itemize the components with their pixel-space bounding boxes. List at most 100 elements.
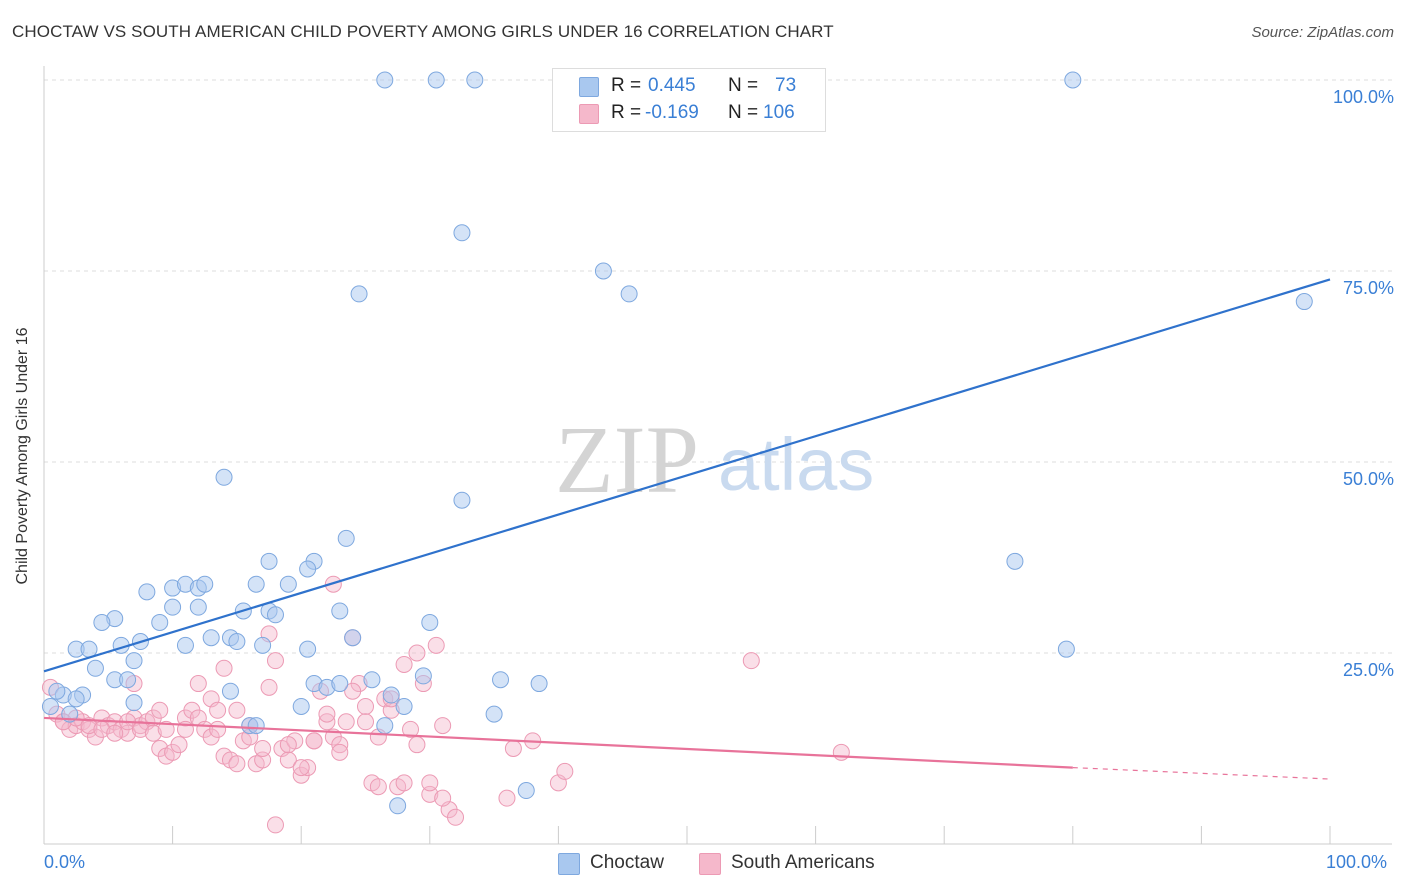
- choctaw-trendline: [43, 278, 1331, 673]
- choctaw-point: [189, 598, 207, 616]
- south-americans-point: [556, 762, 574, 780]
- choctaw-point: [125, 652, 143, 670]
- trendlines: [43, 278, 1331, 780]
- south-americans-point: [421, 774, 439, 792]
- choctaw-point: [67, 690, 85, 708]
- choctaw-point: [125, 694, 143, 712]
- chart-title: CHOCTAW VS SOUTH AMERICAN CHILD POVERTY …: [12, 22, 834, 41]
- south-americans-point: [131, 720, 149, 738]
- choctaw-point: [1006, 552, 1024, 570]
- south-americans-point: [209, 701, 227, 719]
- choctaw-point: [453, 224, 471, 242]
- south-americans-point: [427, 636, 445, 654]
- choctaw-point: [196, 575, 214, 593]
- choctaw-point: [119, 671, 137, 689]
- south-americans-point: [395, 774, 413, 792]
- south-americans-point: [742, 652, 760, 670]
- x-tick-label: 100.0%: [1326, 852, 1388, 872]
- south-americans-trendline-extension: [1072, 767, 1331, 780]
- choctaw-point: [228, 633, 246, 651]
- choctaw-point: [453, 491, 471, 509]
- choctaw-point: [41, 697, 59, 715]
- south-americans-point: [504, 740, 522, 757]
- south-americans-point: [331, 743, 349, 761]
- south-americans-point: [402, 720, 420, 738]
- choctaw-point: [344, 629, 362, 647]
- choctaw-point: [48, 682, 66, 700]
- choctaw-swatch: [558, 853, 580, 875]
- south-americans-point: [369, 778, 387, 796]
- south-americans-point: [254, 740, 272, 757]
- south-americans-point: [357, 713, 374, 731]
- choctaw-point: [620, 285, 638, 303]
- south-americans-point: [151, 701, 169, 719]
- south-americans-point: [144, 724, 162, 742]
- choctaw-point: [215, 468, 233, 486]
- south-americans-point: [106, 724, 124, 742]
- choctaw-point: [151, 613, 169, 631]
- choctaw-point: [376, 71, 394, 89]
- choctaw-point: [517, 782, 535, 800]
- south-americans-point: [395, 655, 413, 673]
- south-americans-point: [292, 759, 310, 777]
- stats-row-choctaw: R = 0.445 N = 73: [553, 74, 825, 100]
- choctaw-point: [492, 671, 510, 689]
- choctaw-point: [389, 797, 407, 815]
- south-americans-point: [228, 755, 246, 773]
- south-americans-point: [260, 678, 278, 696]
- y-tick-label: 75.0%: [1342, 278, 1394, 298]
- choctaw-point: [266, 606, 284, 624]
- r-label: R =: [611, 102, 642, 123]
- choctaw-point: [421, 613, 439, 631]
- r-value: 0.445: [648, 75, 696, 96]
- choctaw-point: [202, 629, 220, 647]
- watermark-atlas: atlas: [718, 423, 874, 506]
- choctaw-point: [221, 682, 239, 700]
- choctaw-point: [260, 552, 278, 570]
- choctaw-point: [485, 705, 503, 723]
- choctaw-point: [1057, 640, 1075, 658]
- choctaw-point: [93, 613, 111, 631]
- n-value: 73: [775, 75, 797, 96]
- choctaw-point: [395, 697, 413, 715]
- south-americans-point: [434, 789, 452, 807]
- choctaw-point: [414, 667, 432, 685]
- watermark: ZIP atlas: [555, 406, 874, 513]
- stats-row-south-americans: R = -0.169 N = 106: [553, 101, 825, 127]
- choctaw-point: [331, 675, 349, 693]
- south-americans-swatch: [699, 853, 721, 875]
- choctaw-point: [1064, 71, 1082, 89]
- south-americans-trendline: [43, 716, 1073, 769]
- choctaw-point: [1295, 293, 1313, 311]
- source-label: Source: ZipAtlas.com: [1251, 24, 1394, 41]
- south-americans-point: [434, 717, 452, 735]
- legend-label: Choctaw: [590, 852, 664, 873]
- south-americans-point: [305, 732, 323, 750]
- choctaw-point: [382, 686, 400, 704]
- choctaw-point: [254, 636, 272, 654]
- choctaw-point: [247, 575, 265, 593]
- south-americans-point: [189, 675, 207, 693]
- y-tick-label: 50.0%: [1342, 469, 1394, 489]
- choctaw-point: [337, 529, 355, 547]
- choctaw-point: [279, 575, 297, 593]
- choctaw-point: [350, 285, 368, 303]
- south-americans-point: [344, 682, 362, 700]
- gridlines: [44, 79, 1392, 654]
- stats-box: R = 0.445 N = 73 R = -0.169 N = 106: [552, 68, 826, 132]
- choctaw-point: [176, 636, 194, 654]
- legend-label: South Americans: [731, 852, 875, 873]
- choctaw-point: [292, 697, 310, 715]
- choctaw-point: [299, 640, 317, 658]
- choctaw-point: [466, 71, 484, 89]
- choctaw-point: [164, 598, 182, 616]
- choctaw-point: [247, 717, 265, 735]
- axes: [43, 66, 1392, 845]
- choctaw-point: [427, 71, 445, 89]
- south-americans-point: [357, 697, 374, 715]
- n-label: N =: [728, 102, 759, 123]
- south-americans-point: [498, 789, 516, 807]
- choctaw-swatch: [579, 77, 599, 97]
- n-label: N =: [728, 75, 759, 96]
- south-americans-point: [266, 816, 284, 834]
